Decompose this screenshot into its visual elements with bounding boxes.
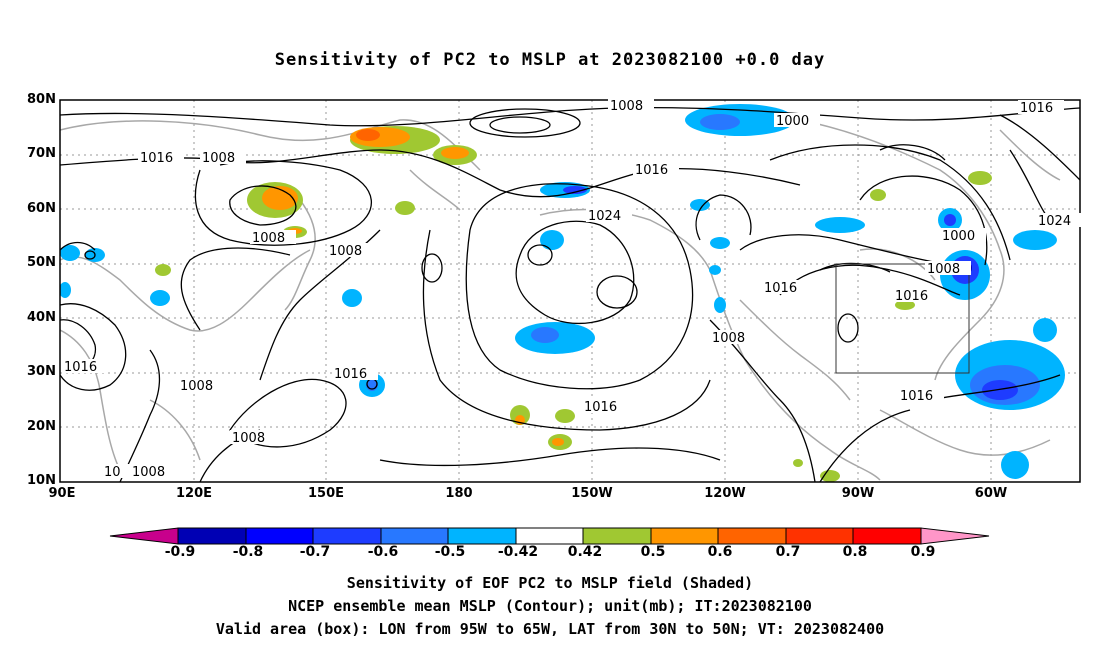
lat-tick-40n: 40N: [27, 310, 56, 325]
lat-tick-70n: 70N: [27, 146, 56, 161]
contour-label: 1000: [942, 229, 975, 244]
lon-tick-60w: 60W: [974, 486, 1008, 501]
lat-tick-30n: 30N: [27, 364, 56, 379]
colorbar: [109, 527, 990, 545]
colorbar-label: -0.8: [232, 544, 264, 560]
lat-tick-60n: 60N: [27, 201, 56, 216]
contour-label: 1016: [635, 163, 668, 178]
caption-line-1: Sensitivity of EOF PC2 to MSLP field (Sh…: [346, 574, 754, 592]
colorbar-label: -0.9: [164, 544, 196, 560]
lat-tick-50n: 50N: [27, 255, 56, 270]
colorbar-cell: [920, 527, 990, 545]
colorbar-label: 0.6: [707, 544, 733, 560]
colorbar-cell: [109, 527, 179, 545]
contour-label: 1008: [712, 331, 745, 346]
colorbar-cell: [515, 527, 584, 545]
colorbar-cell: [245, 527, 314, 545]
colorbar-cell: [312, 527, 382, 545]
colorbar-cell: [447, 527, 517, 545]
contour-label: 1016: [64, 360, 97, 375]
contour-label: 1000: [776, 114, 809, 129]
colorbar-cell: [582, 527, 652, 545]
contour-label: 1024: [1038, 214, 1071, 229]
colorbar-cell: [785, 527, 854, 545]
contour-label: 1008: [927, 262, 960, 277]
contour-label: 1016: [895, 289, 928, 304]
colorbar-label: 0.5: [640, 544, 666, 560]
contour-labels: 1008 1000 1016 1016 1008 1016 1008 1000 …: [62, 98, 1082, 480]
colorbar-cell: [717, 527, 787, 545]
colorbar-cell: [177, 527, 247, 545]
colorbar-cell: [650, 527, 719, 545]
colorbar-cell: [380, 527, 449, 545]
colorbar-label: -0.5: [434, 544, 466, 560]
lon-tick-120e: 120E: [175, 486, 213, 501]
valid-area-box: [835, 263, 970, 374]
mslp-contours: [60, 106, 1080, 482]
caption-line-3: Valid area (box): LON from 95W to 65W, L…: [215, 620, 885, 638]
lon-tick-90e: 90E: [48, 486, 76, 501]
lon-tick-120w: 120W: [704, 486, 746, 501]
contour-label: 1008: [180, 379, 213, 394]
contour-label: 1016: [900, 389, 933, 404]
contour-label: 1024: [588, 209, 621, 224]
contour-label: 1016: [584, 400, 617, 415]
lon-tick-180: 180: [445, 486, 473, 501]
lat-tick-20n: 20N: [27, 419, 56, 434]
contour-label: 1016: [764, 281, 797, 296]
colorbar-label: 0.9: [910, 544, 936, 560]
lat-tick-10n: 10N: [27, 473, 56, 488]
map-title: Sensitivity of PC2 to MSLP at 2023082100…: [274, 50, 826, 70]
colorbar-label: -0.7: [299, 544, 331, 560]
contour-label: 1008: [252, 231, 285, 246]
contour-label: 1008: [329, 244, 362, 259]
lon-tick-150e: 150E: [307, 486, 345, 501]
contour-label: 10: [104, 465, 121, 480]
contour-label: 1016: [334, 367, 367, 382]
colorbar-label: 0.8: [842, 544, 868, 560]
colorbar-cell: [852, 527, 922, 545]
contour-label: 1016: [1020, 101, 1053, 116]
map-frame: [59, 99, 1081, 483]
colorbar-label: -0.6: [367, 544, 399, 560]
contour-label: 1008: [202, 151, 235, 166]
contour-label: 1008: [610, 99, 643, 114]
colorbar-label: 0.42: [567, 544, 603, 560]
lon-tick-150w: 150W: [571, 486, 613, 501]
contour-label: 1016: [140, 151, 173, 166]
contour-label: 1008: [132, 465, 165, 480]
lat-tick-80n: 80N: [27, 92, 56, 107]
colorbar-label: -0.42: [497, 544, 539, 560]
lon-tick-90w: 90W: [841, 486, 875, 501]
caption-line-2: NCEP ensemble mean MSLP (Contour); unit(…: [288, 597, 812, 615]
coastlines: [60, 119, 1061, 481]
colorbar-label: 0.7: [775, 544, 801, 560]
contour-label: 1008: [232, 431, 265, 446]
